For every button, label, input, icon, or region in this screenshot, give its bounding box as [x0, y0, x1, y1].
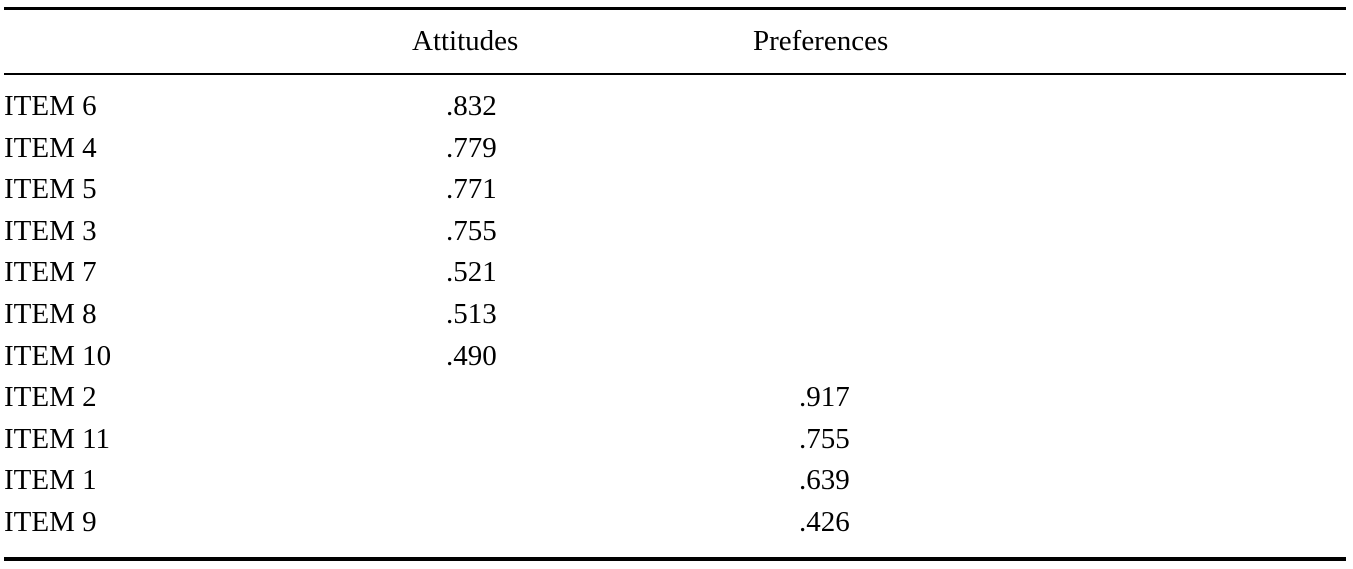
attitudes-value: .755 [446, 214, 497, 247]
item-label: ITEM 10 [4, 339, 112, 372]
attitudes-value: .513 [446, 297, 497, 330]
table-row: ITEM 2 .917 [4, 378, 1346, 420]
table-row: ITEM 4 .779 [4, 129, 1346, 171]
loadings-table: Attitudes Preferences ITEM 6 .832 ITEM 4… [4, 7, 1346, 561]
item-label: ITEM 1 [4, 464, 97, 497]
attitudes-value: .832 [446, 90, 497, 122]
table-row: ITEM 7 .521 [4, 253, 1346, 295]
table-row: ITEM 3 .755 [4, 212, 1346, 254]
table-row: ITEM 5 .771 [4, 170, 1346, 212]
table-row: ITEM 6 .832 [4, 87, 1346, 129]
table-header-rule [4, 73, 1346, 75]
attitudes-value: .779 [446, 131, 497, 164]
item-label: ITEM 8 [4, 297, 97, 330]
item-label: ITEM 5 [4, 173, 97, 206]
preferences-value: .755 [799, 422, 850, 455]
table-header-row: Attitudes Preferences [4, 10, 1346, 73]
attitudes-value: .490 [446, 339, 497, 372]
column-header-preferences: Preferences [753, 25, 889, 57]
preferences-value: .426 [799, 505, 850, 538]
preferences-value: .639 [799, 464, 850, 497]
item-label: ITEM 11 [4, 422, 111, 455]
table-row: ITEM 10 .490 [4, 337, 1346, 379]
table-row: ITEM 11 .755 [4, 420, 1346, 462]
item-label: ITEM 9 [4, 505, 97, 538]
item-label: ITEM 7 [4, 256, 97, 289]
item-label: ITEM 3 [4, 214, 97, 247]
item-label: ITEM 2 [4, 381, 97, 414]
column-header-attitudes: Attitudes [412, 25, 519, 57]
table-top-rule [4, 7, 1346, 10]
table-row: ITEM 1 .639 [4, 461, 1346, 503]
table-body: ITEM 6 .832 ITEM 4 .779 ITEM 5 .771 ITEM… [4, 75, 1346, 557]
attitudes-value: .521 [446, 256, 497, 289]
table-row: ITEM 9 .426 [4, 503, 1346, 545]
preferences-value: .917 [799, 381, 850, 414]
item-label: ITEM 6 [4, 90, 97, 122]
attitudes-value: .771 [446, 173, 497, 206]
item-label: ITEM 4 [4, 131, 97, 164]
table-bottom-rule [4, 556, 1346, 561]
table-row: ITEM 8 .513 [4, 295, 1346, 337]
